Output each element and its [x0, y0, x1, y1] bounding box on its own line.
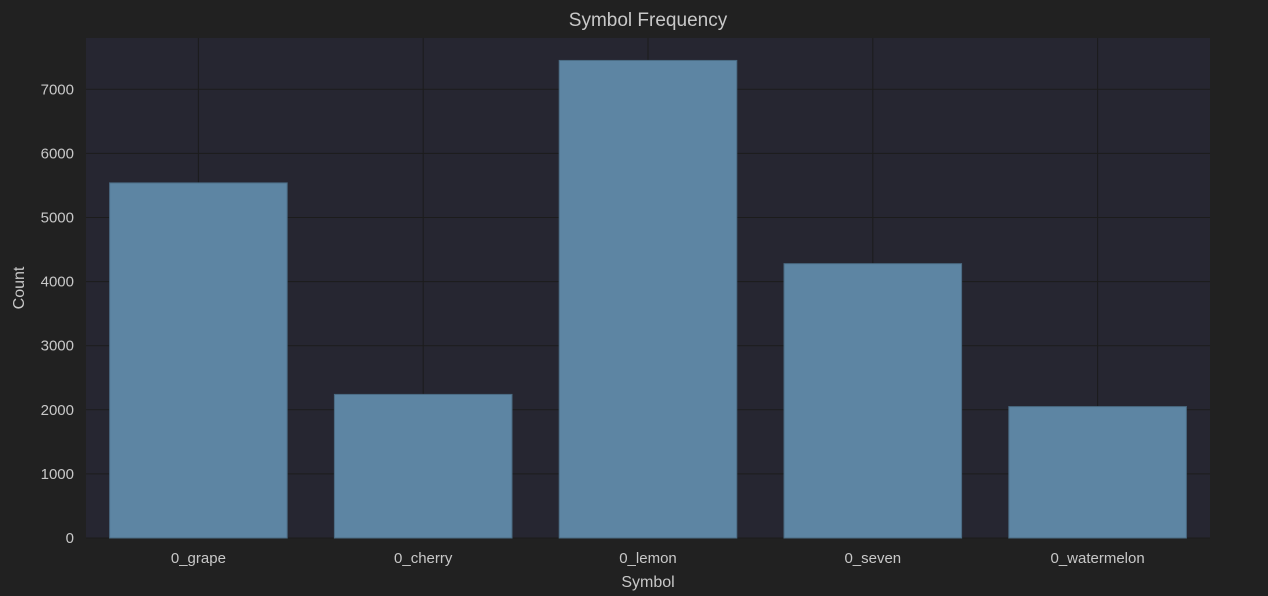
y-tick-label: 5000 — [41, 209, 74, 226]
x-axis-ticks: 0_grape 0_cherry 0_lemon 0_seven 0_watermelo… — [171, 550, 1145, 567]
bar-0_lemon — [558, 59, 738, 539]
y-tick-label: 3000 — [41, 338, 74, 355]
x-tick-label: 0_seven — [844, 550, 901, 567]
y-tick-label: 7000 — [41, 81, 74, 98]
x-axis-label: Symbol — [621, 574, 674, 591]
x-tick-label: 0_watermelon — [1050, 550, 1144, 567]
y-tick-label: 4000 — [41, 274, 74, 291]
bar-0_cherry — [333, 393, 513, 539]
bar-0_grape — [109, 182, 288, 539]
bar-0_watermelon — [1008, 406, 1187, 539]
x-tick-label: 0_lemon — [619, 550, 677, 567]
y-tick-label: 1000 — [41, 466, 74, 483]
y-axis-label: Count — [11, 266, 28, 309]
chart-title: Symbol Frequency — [569, 10, 728, 31]
y-axis-ticks: 0 1000 2000 3000 4000 5000 6000 7000 — [41, 81, 74, 547]
y-tick-label: 6000 — [41, 145, 74, 162]
y-tick-label: 0 — [66, 530, 74, 547]
y-tick-label: 2000 — [41, 402, 74, 419]
x-tick-label: 0_cherry — [394, 550, 453, 567]
x-tick-label: 0_grape — [171, 550, 226, 567]
bar-0_seven — [783, 263, 963, 539]
bars — [109, 59, 1187, 539]
